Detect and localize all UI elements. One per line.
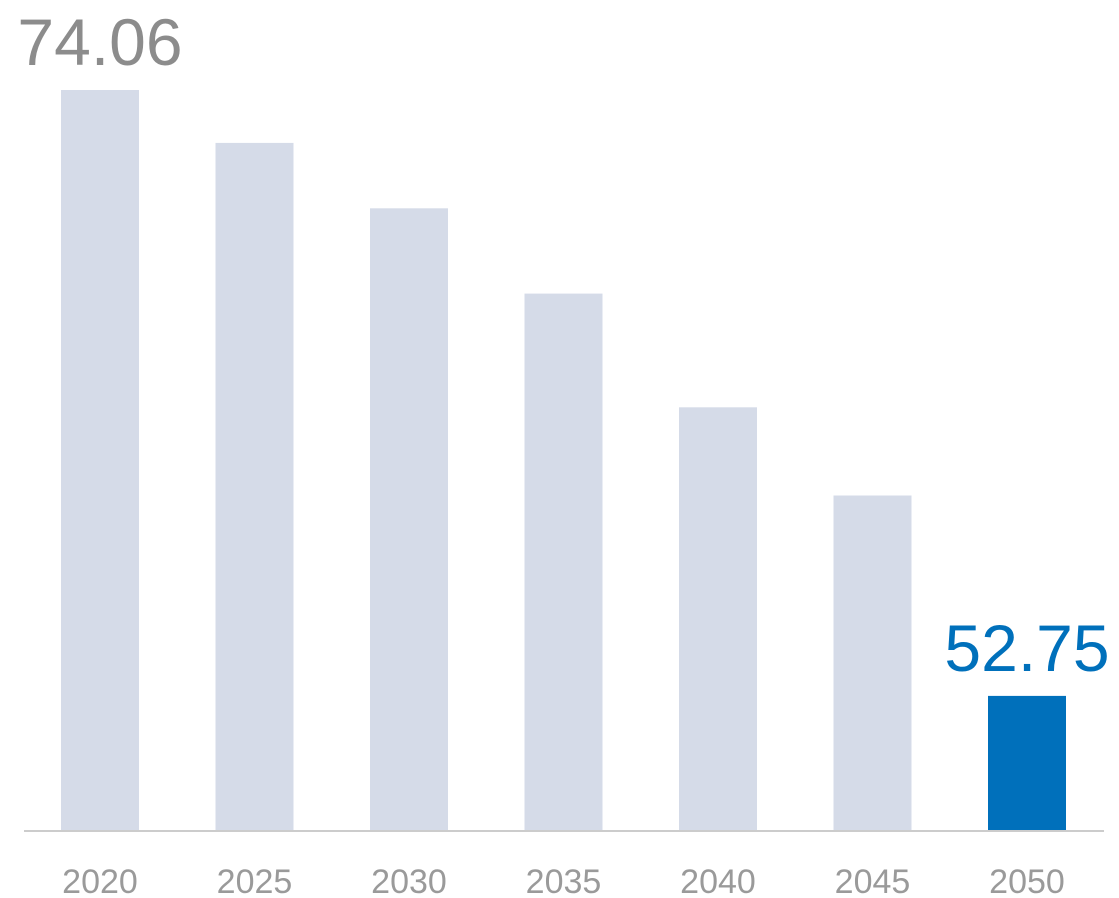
bar-2030	[370, 208, 448, 832]
x-tick-label-2020: 2020	[62, 863, 138, 898]
bar-2020	[61, 90, 139, 831]
bar-2035	[524, 293, 603, 832]
x-tick-label-2050: 2050	[989, 863, 1065, 898]
data-labels: 74.06 52.75	[17, 5, 1109, 685]
x-tick-label-2025: 2025	[217, 863, 293, 898]
data-label-2020: 74.06	[17, 5, 182, 79]
x-tick-label-2035: 2035	[526, 863, 602, 898]
x-tick-label-2040: 2040	[680, 863, 756, 898]
bar-2050	[988, 695, 1066, 831]
data-label-2050: 52.75	[944, 611, 1109, 685]
bar-2025	[215, 142, 294, 831]
bar-2045	[833, 495, 912, 831]
bar-2040	[679, 407, 757, 831]
bars-group	[61, 90, 1066, 832]
x-tick-label-2045: 2045	[835, 863, 911, 898]
x-tick-labels: 2020 2025 2030 2035 2040 2045 2050	[62, 863, 1065, 898]
x-tick-label-2030: 2030	[371, 863, 447, 898]
